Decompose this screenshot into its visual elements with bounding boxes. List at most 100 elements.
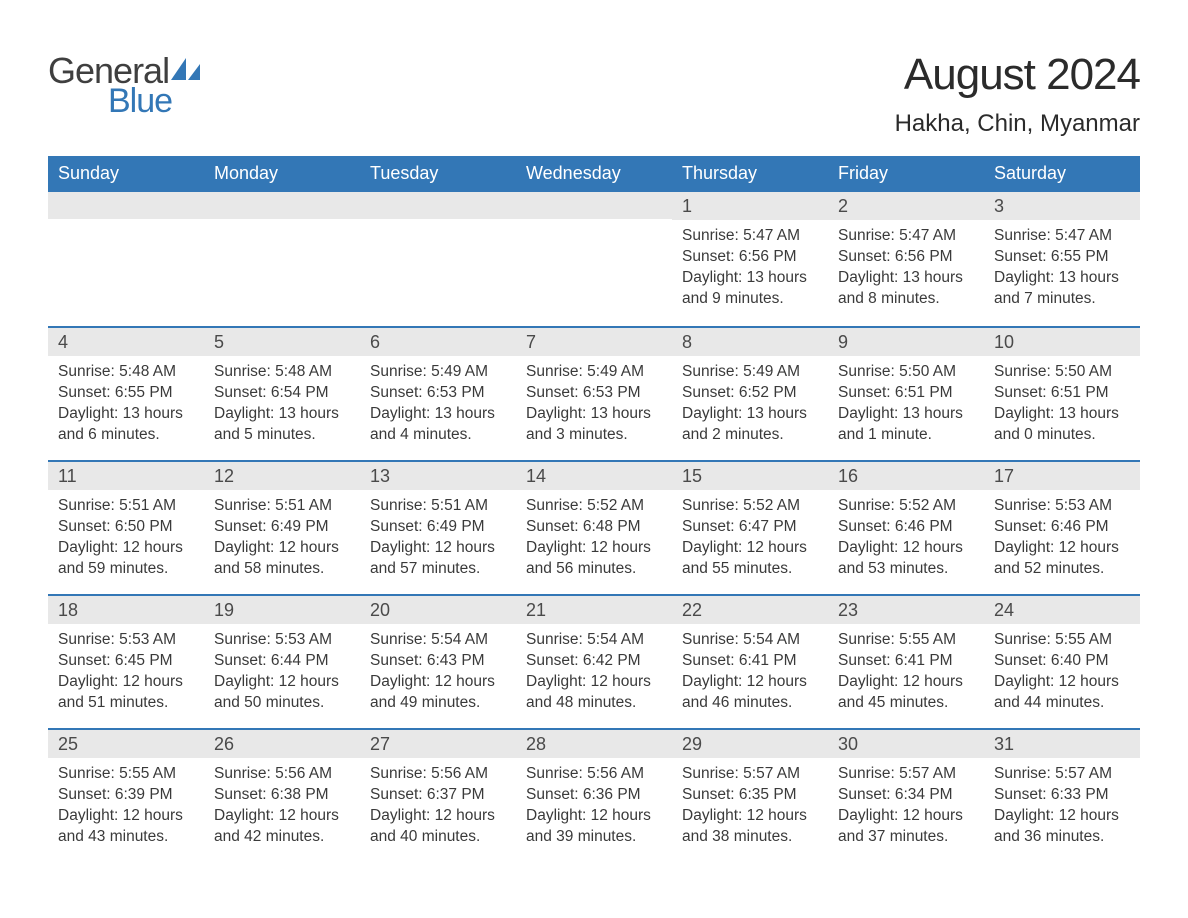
day-header-sunday: Sunday bbox=[48, 156, 204, 192]
sunrise-text: Sunrise: 5:57 AM bbox=[682, 764, 818, 785]
sunrise-text: Sunrise: 5:53 AM bbox=[58, 630, 194, 651]
daylight-text: Daylight: 13 hours and 5 minutes. bbox=[214, 404, 350, 446]
sunrise-text: Sunrise: 5:52 AM bbox=[526, 496, 662, 517]
empty-day-bar bbox=[48, 192, 204, 219]
calendar-cell: 10Sunrise: 5:50 AMSunset: 6:51 PMDayligh… bbox=[984, 328, 1140, 460]
sunset-text: Sunset: 6:45 PM bbox=[58, 651, 194, 672]
sunset-text: Sunset: 6:49 PM bbox=[214, 517, 350, 538]
sunrise-text: Sunrise: 5:48 AM bbox=[58, 362, 194, 383]
daylight-text: Daylight: 12 hours and 53 minutes. bbox=[838, 538, 974, 580]
sunset-text: Sunset: 6:41 PM bbox=[838, 651, 974, 672]
logo-text-blue: Blue bbox=[108, 82, 172, 121]
daylight-text: Daylight: 13 hours and 3 minutes. bbox=[526, 404, 662, 446]
daylight-text: Daylight: 13 hours and 9 minutes. bbox=[682, 268, 818, 310]
sunrise-text: Sunrise: 5:51 AM bbox=[214, 496, 350, 517]
daylight-text: Daylight: 12 hours and 52 minutes. bbox=[994, 538, 1130, 580]
daylight-text: Daylight: 13 hours and 1 minute. bbox=[838, 404, 974, 446]
day-header-monday: Monday bbox=[204, 156, 360, 192]
calendar-cell: 5Sunrise: 5:48 AMSunset: 6:54 PMDaylight… bbox=[204, 328, 360, 460]
day-number: 14 bbox=[516, 462, 672, 490]
sunset-text: Sunset: 6:42 PM bbox=[526, 651, 662, 672]
day-number: 24 bbox=[984, 596, 1140, 624]
empty-day-bar bbox=[204, 192, 360, 219]
day-number: 21 bbox=[516, 596, 672, 624]
daylight-text: Daylight: 13 hours and 0 minutes. bbox=[994, 404, 1130, 446]
daylight-text: Daylight: 12 hours and 36 minutes. bbox=[994, 806, 1130, 848]
calendar-cell: 27Sunrise: 5:56 AMSunset: 6:37 PMDayligh… bbox=[360, 730, 516, 862]
sunrise-text: Sunrise: 5:48 AM bbox=[214, 362, 350, 383]
sunrise-text: Sunrise: 5:50 AM bbox=[838, 362, 974, 383]
day-number: 17 bbox=[984, 462, 1140, 490]
daylight-text: Daylight: 13 hours and 7 minutes. bbox=[994, 268, 1130, 310]
day-number: 11 bbox=[48, 462, 204, 490]
day-details: Sunrise: 5:56 AMSunset: 6:36 PMDaylight:… bbox=[516, 758, 672, 856]
calendar-cell: 26Sunrise: 5:56 AMSunset: 6:38 PMDayligh… bbox=[204, 730, 360, 862]
weeks-container: 1Sunrise: 5:47 AMSunset: 6:56 PMDaylight… bbox=[48, 192, 1140, 862]
calendar-week: 25Sunrise: 5:55 AMSunset: 6:39 PMDayligh… bbox=[48, 728, 1140, 862]
sunrise-text: Sunrise: 5:49 AM bbox=[370, 362, 506, 383]
day-header-wednesday: Wednesday bbox=[516, 156, 672, 192]
day-details: Sunrise: 5:47 AMSunset: 6:56 PMDaylight:… bbox=[828, 220, 984, 318]
day-number: 16 bbox=[828, 462, 984, 490]
sunrise-text: Sunrise: 5:51 AM bbox=[370, 496, 506, 517]
day-details: Sunrise: 5:53 AMSunset: 6:45 PMDaylight:… bbox=[48, 624, 204, 722]
sail-icon bbox=[171, 58, 201, 85]
day-details: Sunrise: 5:55 AMSunset: 6:39 PMDaylight:… bbox=[48, 758, 204, 856]
sunrise-text: Sunrise: 5:53 AM bbox=[214, 630, 350, 651]
daylight-text: Daylight: 12 hours and 58 minutes. bbox=[214, 538, 350, 580]
day-details: Sunrise: 5:50 AMSunset: 6:51 PMDaylight:… bbox=[828, 356, 984, 454]
daylight-text: Daylight: 12 hours and 49 minutes. bbox=[370, 672, 506, 714]
sunset-text: Sunset: 6:37 PM bbox=[370, 785, 506, 806]
sunrise-text: Sunrise: 5:55 AM bbox=[838, 630, 974, 651]
sunrise-text: Sunrise: 5:57 AM bbox=[994, 764, 1130, 785]
day-details: Sunrise: 5:51 AMSunset: 6:50 PMDaylight:… bbox=[48, 490, 204, 588]
sunset-text: Sunset: 6:47 PM bbox=[682, 517, 818, 538]
day-number: 22 bbox=[672, 596, 828, 624]
sunrise-text: Sunrise: 5:54 AM bbox=[370, 630, 506, 651]
calendar-cell: 18Sunrise: 5:53 AMSunset: 6:45 PMDayligh… bbox=[48, 596, 204, 728]
day-details: Sunrise: 5:52 AMSunset: 6:48 PMDaylight:… bbox=[516, 490, 672, 588]
month-title: August 2024 bbox=[895, 50, 1140, 100]
daylight-text: Daylight: 13 hours and 4 minutes. bbox=[370, 404, 506, 446]
daylight-text: Daylight: 12 hours and 40 minutes. bbox=[370, 806, 506, 848]
sunrise-text: Sunrise: 5:56 AM bbox=[370, 764, 506, 785]
calendar-cell bbox=[48, 192, 204, 326]
sunrise-text: Sunrise: 5:54 AM bbox=[682, 630, 818, 651]
sunset-text: Sunset: 6:44 PM bbox=[214, 651, 350, 672]
day-header-friday: Friday bbox=[828, 156, 984, 192]
sunrise-text: Sunrise: 5:52 AM bbox=[682, 496, 818, 517]
sunset-text: Sunset: 6:56 PM bbox=[682, 247, 818, 268]
calendar-cell: 23Sunrise: 5:55 AMSunset: 6:41 PMDayligh… bbox=[828, 596, 984, 728]
sunset-text: Sunset: 6:39 PM bbox=[58, 785, 194, 806]
calendar-cell: 20Sunrise: 5:54 AMSunset: 6:43 PMDayligh… bbox=[360, 596, 516, 728]
calendar-cell: 14Sunrise: 5:52 AMSunset: 6:48 PMDayligh… bbox=[516, 462, 672, 594]
daylight-text: Daylight: 12 hours and 56 minutes. bbox=[526, 538, 662, 580]
daylight-text: Daylight: 12 hours and 48 minutes. bbox=[526, 672, 662, 714]
day-number: 23 bbox=[828, 596, 984, 624]
day-number: 5 bbox=[204, 328, 360, 356]
empty-day-bar bbox=[516, 192, 672, 219]
day-details: Sunrise: 5:53 AMSunset: 6:46 PMDaylight:… bbox=[984, 490, 1140, 588]
day-number: 25 bbox=[48, 730, 204, 758]
calendar-cell bbox=[360, 192, 516, 326]
calendar-cell: 4Sunrise: 5:48 AMSunset: 6:55 PMDaylight… bbox=[48, 328, 204, 460]
day-details: Sunrise: 5:57 AMSunset: 6:35 PMDaylight:… bbox=[672, 758, 828, 856]
sunset-text: Sunset: 6:49 PM bbox=[370, 517, 506, 538]
calendar-cell: 31Sunrise: 5:57 AMSunset: 6:33 PMDayligh… bbox=[984, 730, 1140, 862]
day-number: 8 bbox=[672, 328, 828, 356]
calendar-cell: 19Sunrise: 5:53 AMSunset: 6:44 PMDayligh… bbox=[204, 596, 360, 728]
day-number: 28 bbox=[516, 730, 672, 758]
location-subtitle: Hakha, Chin, Myanmar bbox=[895, 110, 1140, 138]
day-number: 31 bbox=[984, 730, 1140, 758]
day-number: 3 bbox=[984, 192, 1140, 220]
sunrise-text: Sunrise: 5:56 AM bbox=[214, 764, 350, 785]
day-header-row: Sunday Monday Tuesday Wednesday Thursday… bbox=[48, 156, 1140, 192]
daylight-text: Daylight: 12 hours and 57 minutes. bbox=[370, 538, 506, 580]
day-number: 9 bbox=[828, 328, 984, 356]
sunset-text: Sunset: 6:48 PM bbox=[526, 517, 662, 538]
day-number: 7 bbox=[516, 328, 672, 356]
day-number: 15 bbox=[672, 462, 828, 490]
calendar-cell bbox=[204, 192, 360, 326]
calendar-cell: 21Sunrise: 5:54 AMSunset: 6:42 PMDayligh… bbox=[516, 596, 672, 728]
daylight-text: Daylight: 12 hours and 39 minutes. bbox=[526, 806, 662, 848]
